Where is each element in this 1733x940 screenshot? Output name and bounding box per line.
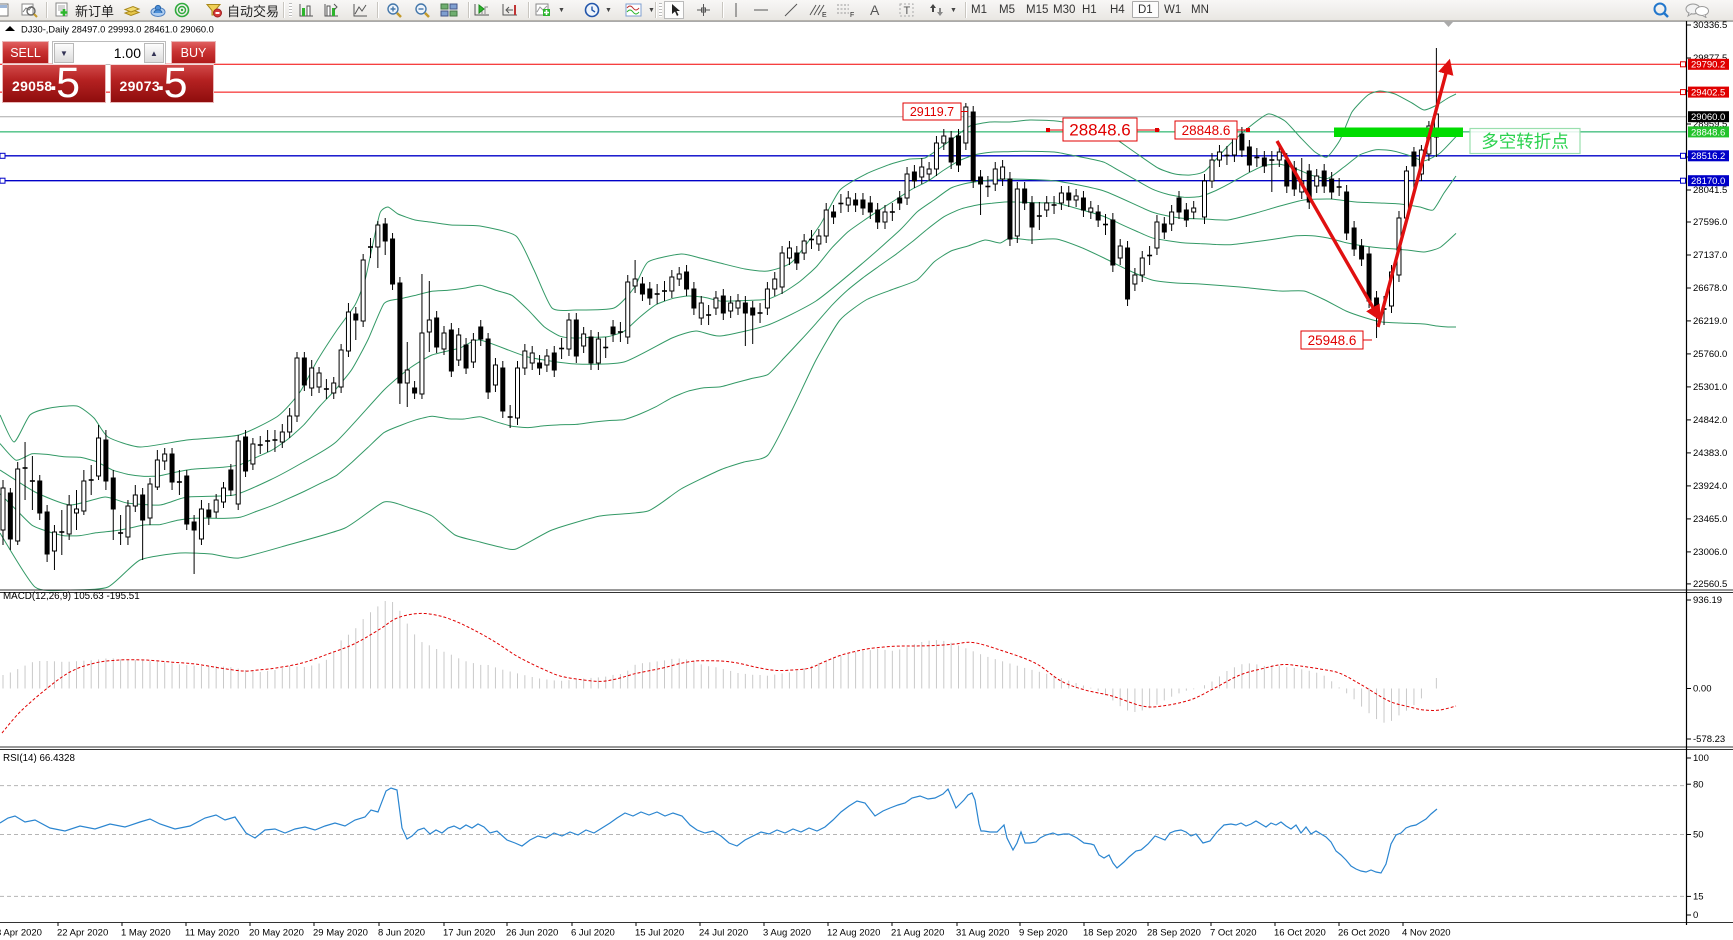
svg-text:22560.5: 22560.5: [1693, 579, 1727, 590]
svg-text:8 Jun 2020: 8 Jun 2020: [378, 928, 425, 939]
svg-text:24842.0: 24842.0: [1693, 415, 1727, 426]
svg-text:29402.5: 29402.5: [1691, 88, 1725, 99]
svg-text:RSI(14) 66.4328: RSI(14) 66.4328: [3, 753, 75, 764]
svg-text:26219.0: 26219.0: [1693, 316, 1727, 327]
svg-text:DJ30-,Daily 28497.0 29993.0 2: DJ30-,Daily 28497.0 29993.0 28461.0 2906…: [21, 25, 214, 35]
svg-text:28848.6: 28848.6: [1069, 121, 1130, 140]
svg-text:29119.7: 29119.7: [910, 105, 954, 119]
svg-text:15 Jul 2020: 15 Jul 2020: [635, 928, 684, 939]
svg-text:24383.0: 24383.0: [1693, 448, 1727, 459]
svg-text:28848.6: 28848.6: [1691, 127, 1725, 138]
svg-text:E: E: [822, 12, 827, 18]
svg-text:50: 50: [1693, 830, 1704, 841]
svg-text:27137.0: 27137.0: [1693, 250, 1727, 261]
svg-text:-578.23: -578.23: [1693, 734, 1725, 745]
svg-text:25948.6: 25948.6: [1308, 333, 1357, 348]
svg-text:22 Apr 2020: 22 Apr 2020: [57, 928, 108, 939]
svg-text:28041.5: 28041.5: [1693, 185, 1727, 196]
svg-text:23465.0: 23465.0: [1693, 514, 1727, 525]
svg-text:11 May 2020: 11 May 2020: [185, 928, 239, 939]
svg-text:25760.0: 25760.0: [1693, 349, 1727, 360]
svg-text:24 Jul 2020: 24 Jul 2020: [699, 928, 748, 939]
svg-text:26 Oct 2020: 26 Oct 2020: [1338, 928, 1390, 939]
svg-text:4 Nov 2020: 4 Nov 2020: [1402, 928, 1451, 939]
svg-text:29060.0: 29060.0: [1691, 112, 1725, 123]
svg-text:MACD(12,26,9) 105.63 -195.51: MACD(12,26,9) 105.63 -195.51: [3, 591, 140, 602]
svg-text:多空转折点: 多空转折点: [1481, 132, 1569, 152]
svg-text:21 Aug 2020: 21 Aug 2020: [891, 928, 944, 939]
svg-text:15: 15: [1693, 892, 1704, 903]
svg-text:25301.0: 25301.0: [1693, 382, 1727, 393]
svg-text:0.00: 0.00: [1693, 684, 1712, 695]
svg-text:T: T: [904, 5, 911, 17]
svg-text:23924.0: 23924.0: [1693, 481, 1727, 492]
svg-text:936.19: 936.19: [1693, 595, 1722, 606]
svg-text:0: 0: [1693, 910, 1698, 921]
svg-text:26678.0: 26678.0: [1693, 283, 1727, 294]
svg-text:29877.5: 29877.5: [1693, 53, 1727, 64]
svg-text:3 Apr 2020: 3 Apr 2020: [0, 928, 42, 939]
svg-text:1 May 2020: 1 May 2020: [121, 928, 171, 939]
svg-text:28516.2: 28516.2: [1691, 151, 1725, 162]
svg-text:100: 100: [1693, 753, 1709, 764]
svg-text:6 Jul 2020: 6 Jul 2020: [571, 928, 615, 939]
svg-text:17 Jun 2020: 17 Jun 2020: [443, 928, 495, 939]
svg-text:18 Sep 2020: 18 Sep 2020: [1083, 928, 1137, 939]
svg-text:29790.2: 29790.2: [1691, 60, 1725, 71]
svg-text:28959.5: 28959.5: [1693, 119, 1727, 130]
svg-text:16 Oct 2020: 16 Oct 2020: [1274, 928, 1326, 939]
svg-text:30336.5: 30336.5: [1693, 20, 1727, 31]
svg-text:26 Jun 2020: 26 Jun 2020: [506, 928, 558, 939]
svg-text:20 May 2020: 20 May 2020: [249, 928, 304, 939]
svg-text:27596.0: 27596.0: [1693, 217, 1727, 228]
svg-text:28848.6: 28848.6: [1182, 123, 1231, 138]
svg-text:7 Oct 2020: 7 Oct 2020: [1210, 928, 1256, 939]
svg-text:12 Aug 2020: 12 Aug 2020: [827, 928, 880, 939]
svg-text:3 Aug 2020: 3 Aug 2020: [763, 928, 811, 939]
svg-text:80: 80: [1693, 779, 1704, 790]
svg-text:28 Sep 2020: 28 Sep 2020: [1147, 928, 1201, 939]
svg-text:9 Sep 2020: 9 Sep 2020: [1019, 928, 1068, 939]
svg-text:31 Aug 2020: 31 Aug 2020: [956, 928, 1009, 939]
svg-text:23006.0: 23006.0: [1693, 547, 1727, 558]
svg-text:29 May 2020: 29 May 2020: [313, 928, 368, 939]
svg-text:F: F: [850, 12, 854, 18]
svg-text:28170.0: 28170.0: [1691, 176, 1725, 187]
